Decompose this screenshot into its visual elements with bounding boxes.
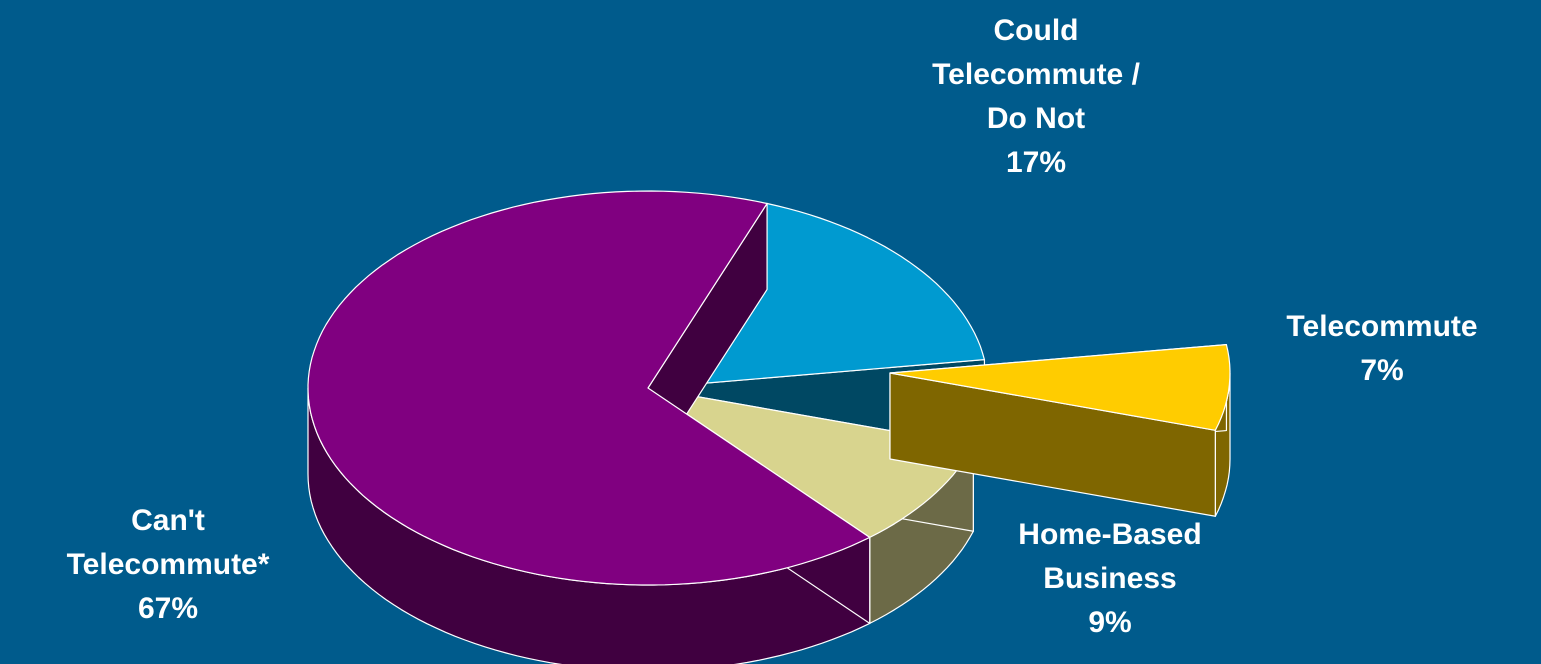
slice-name-line-0-2: Do Not xyxy=(987,102,1085,135)
slice-value-3: 67% xyxy=(138,592,198,625)
pie-slice-3 xyxy=(307,190,871,664)
slice-label-1: Telecommute 7% xyxy=(1286,310,1477,387)
slice-value-1: 7% xyxy=(1360,354,1403,387)
slice-name-line-0-0: Could xyxy=(994,14,1079,47)
pie-slices xyxy=(307,190,1231,664)
pie-slice-1 xyxy=(889,343,1231,517)
slice-value-2: 9% xyxy=(1088,606,1131,639)
slice-name-line-3-0: Can't xyxy=(131,504,205,537)
pie-slice-top-3 xyxy=(307,190,871,586)
slice-value-0: 17% xyxy=(1006,146,1066,179)
pie-labels: Could Telecommute / Do Not 17% Telecommute 7%… xyxy=(67,14,1478,639)
slice-label-3: Can't Telecommute* 67% xyxy=(67,504,270,625)
slice-label-2: Home-Based Business 9% xyxy=(1018,518,1201,639)
slice-label-0: Could Telecommute / Do Not 17% xyxy=(932,14,1140,179)
slice-name-line-2-0: Home-Based xyxy=(1018,518,1201,551)
slice-name-line-2-1: Business xyxy=(1043,562,1176,595)
slice-name-line-0-1: Telecommute / xyxy=(932,58,1140,91)
slice-name-line-3-1: Telecommute* xyxy=(67,548,270,581)
pie-slice-top-1 xyxy=(889,344,1231,431)
slice-name-line-1-0: Telecommute xyxy=(1286,310,1477,343)
